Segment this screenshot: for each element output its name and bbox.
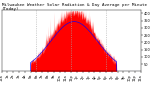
Text: Milwaukee Weather Solar Radiation & Day Average per Minute (Today): Milwaukee Weather Solar Radiation & Day …	[2, 3, 147, 11]
